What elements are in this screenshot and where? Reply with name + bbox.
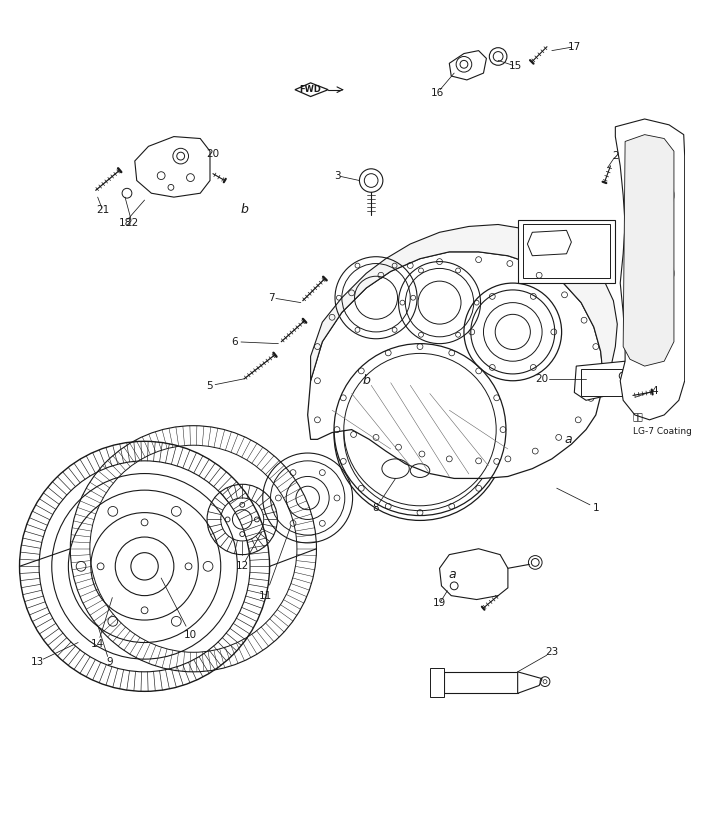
- Bar: [522, 224, 611, 278]
- Polygon shape: [623, 134, 674, 366]
- Bar: [430, 668, 444, 697]
- Polygon shape: [308, 252, 604, 478]
- Text: b: b: [240, 203, 248, 216]
- Polygon shape: [574, 361, 630, 400]
- Text: 8: 8: [373, 502, 379, 512]
- Text: 5: 5: [207, 380, 213, 391]
- Bar: [517, 219, 615, 283]
- Text: a: a: [564, 433, 572, 446]
- Polygon shape: [615, 119, 685, 420]
- Text: 10: 10: [184, 629, 197, 639]
- Text: 19: 19: [433, 598, 446, 609]
- Polygon shape: [527, 230, 571, 256]
- Text: 7: 7: [268, 293, 275, 303]
- Text: 22: 22: [125, 218, 139, 228]
- Bar: [444, 672, 517, 693]
- Text: 23: 23: [545, 648, 559, 658]
- Polygon shape: [517, 672, 542, 693]
- Text: 21: 21: [96, 205, 109, 214]
- Text: 15: 15: [509, 61, 522, 71]
- Text: 塗布: 塗布: [633, 413, 644, 422]
- Text: 4: 4: [651, 385, 658, 395]
- Text: 9: 9: [106, 657, 113, 667]
- Text: FWD: FWD: [299, 85, 322, 94]
- Text: 2: 2: [612, 151, 619, 161]
- Polygon shape: [449, 50, 486, 80]
- Text: 6: 6: [231, 337, 238, 346]
- Text: 18: 18: [118, 218, 132, 228]
- Text: 13: 13: [30, 657, 43, 667]
- Text: 11: 11: [259, 591, 272, 601]
- Polygon shape: [295, 82, 328, 97]
- Text: 16: 16: [431, 87, 444, 97]
- Text: 12: 12: [236, 561, 249, 572]
- Bar: [581, 369, 622, 396]
- Text: 17: 17: [568, 42, 581, 52]
- Circle shape: [489, 48, 507, 65]
- Text: a: a: [449, 568, 456, 581]
- Text: 3: 3: [334, 171, 340, 181]
- Text: b: b: [362, 375, 370, 387]
- Text: 14: 14: [91, 639, 104, 649]
- Polygon shape: [311, 224, 618, 381]
- Text: LG-7 Coating: LG-7 Coating: [633, 427, 692, 436]
- Polygon shape: [135, 137, 210, 197]
- Text: 1: 1: [592, 502, 599, 512]
- Text: 20: 20: [536, 374, 549, 384]
- Polygon shape: [440, 549, 508, 600]
- Text: 20: 20: [206, 149, 219, 159]
